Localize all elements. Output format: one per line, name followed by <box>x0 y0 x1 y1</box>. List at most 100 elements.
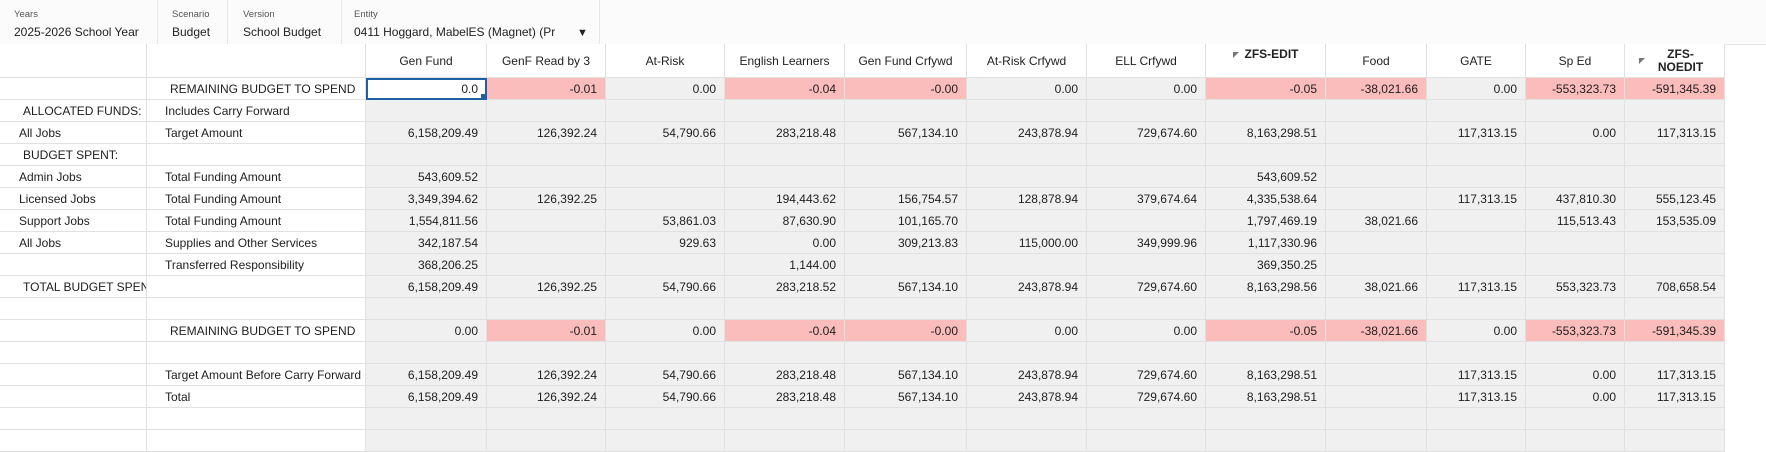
data-cell[interactable]: 283,218.48 <box>725 122 845 144</box>
data-cell[interactable]: 1,144.00 <box>725 254 845 276</box>
data-cell[interactable]: 117,313.15 <box>1427 122 1526 144</box>
data-cell[interactable] <box>366 298 487 320</box>
data-cell[interactable]: 8,163,298.51 <box>1206 386 1326 408</box>
data-cell[interactable]: 6,158,209.49 <box>366 122 487 144</box>
data-cell[interactable] <box>1526 342 1625 364</box>
data-cell[interactable]: 729,674.60 <box>1087 364 1206 386</box>
data-cell[interactable]: 0.00 <box>1526 386 1625 408</box>
data-cell[interactable]: 543,609.52 <box>1206 166 1326 188</box>
data-cell[interactable] <box>845 166 967 188</box>
data-cell[interactable]: -591,345.39 <box>1625 78 1725 100</box>
data-cell[interactable]: 117,313.15 <box>1427 386 1526 408</box>
data-cell[interactable] <box>1087 100 1206 122</box>
data-cell[interactable] <box>725 144 845 166</box>
data-cell[interactable] <box>1087 430 1206 452</box>
data-cell[interactable]: 349,999.96 <box>1087 232 1206 254</box>
data-cell[interactable]: 369,350.25 <box>1206 254 1326 276</box>
data-cell[interactable] <box>1087 408 1206 430</box>
data-cell[interactable] <box>606 188 725 210</box>
data-cell[interactable]: 1,554,811.56 <box>366 210 487 232</box>
data-cell[interactable]: 553,323.73 <box>1526 276 1625 298</box>
column-header[interactable]: At-Risk <box>606 44 725 78</box>
data-cell[interactable] <box>1526 166 1625 188</box>
data-cell[interactable]: 437,810.30 <box>1526 188 1625 210</box>
data-cell[interactable]: 126,392.25 <box>487 188 606 210</box>
data-cell[interactable] <box>1625 166 1725 188</box>
data-cell[interactable] <box>725 408 845 430</box>
data-cell[interactable] <box>1326 408 1427 430</box>
column-header[interactable]: Sp Ed <box>1526 44 1625 78</box>
pov-entity[interactable]: Entity 0411 Hoggard, MabelES (Magnet) (P… <box>341 0 600 44</box>
data-cell[interactable]: -0.00 <box>845 78 967 100</box>
data-cell[interactable] <box>845 298 967 320</box>
data-cell[interactable]: 729,674.60 <box>1087 276 1206 298</box>
data-cell[interactable]: 87,630.90 <box>725 210 845 232</box>
data-cell[interactable]: 117,313.15 <box>1427 276 1526 298</box>
data-cell[interactable] <box>606 298 725 320</box>
data-cell[interactable]: 126,392.24 <box>487 122 606 144</box>
data-cell[interactable] <box>967 100 1087 122</box>
data-cell[interactable] <box>1206 430 1326 452</box>
data-cell[interactable] <box>845 144 967 166</box>
data-cell[interactable]: 8,163,298.51 <box>1206 122 1326 144</box>
data-cell[interactable]: 0.00 <box>1427 320 1526 342</box>
data-cell[interactable] <box>967 166 1087 188</box>
data-cell[interactable] <box>725 100 845 122</box>
data-cell[interactable] <box>606 408 725 430</box>
column-header[interactable]: ZFS-EDIT <box>1206 44 1326 78</box>
data-cell[interactable] <box>1427 408 1526 430</box>
data-cell[interactable]: 0.00 <box>366 320 487 342</box>
data-cell[interactable]: -38,021.66 <box>1326 78 1427 100</box>
data-cell[interactable] <box>606 254 725 276</box>
data-cell[interactable] <box>366 430 487 452</box>
data-cell[interactable]: 283,218.48 <box>725 386 845 408</box>
data-cell[interactable]: -591,345.39 <box>1625 320 1725 342</box>
data-cell[interactable]: 283,218.52 <box>725 276 845 298</box>
data-cell[interactable]: -0.05 <box>1206 78 1326 100</box>
data-cell[interactable] <box>1326 298 1427 320</box>
data-cell[interactable] <box>1326 430 1427 452</box>
data-cell[interactable] <box>1087 210 1206 232</box>
data-cell[interactable]: 0.00 <box>967 320 1087 342</box>
data-cell[interactable] <box>366 100 487 122</box>
data-cell[interactable]: 53,861.03 <box>606 210 725 232</box>
data-cell[interactable] <box>1526 100 1625 122</box>
data-cell[interactable] <box>1526 254 1625 276</box>
data-cell[interactable]: 38,021.66 <box>1326 210 1427 232</box>
data-cell[interactable]: 54,790.66 <box>606 364 725 386</box>
data-cell[interactable]: -38,021.66 <box>1326 320 1427 342</box>
data-cell[interactable]: 243,878.94 <box>967 276 1087 298</box>
data-cell[interactable]: 543,609.52 <box>366 166 487 188</box>
data-cell[interactable] <box>1087 166 1206 188</box>
data-cell[interactable] <box>1526 408 1625 430</box>
data-cell[interactable]: 156,754.57 <box>845 188 967 210</box>
data-cell[interactable] <box>1326 386 1427 408</box>
data-cell[interactable]: 567,134.10 <box>845 364 967 386</box>
pov-scenario-value[interactable]: Budget <box>172 25 211 39</box>
data-cell[interactable] <box>1427 100 1526 122</box>
data-cell[interactable]: 3,349,394.62 <box>366 188 487 210</box>
data-cell[interactable] <box>967 342 1087 364</box>
column-header[interactable]: GATE <box>1427 44 1526 78</box>
data-cell[interactable]: 4,335,538.64 <box>1206 188 1326 210</box>
data-cell[interactable]: 128,878.94 <box>967 188 1087 210</box>
data-cell[interactable]: -0.05 <box>1206 320 1326 342</box>
data-cell[interactable]: -0.01 <box>487 78 606 100</box>
data-cell[interactable] <box>1326 232 1427 254</box>
data-cell[interactable] <box>1326 144 1427 166</box>
data-cell[interactable]: 243,878.94 <box>967 122 1087 144</box>
data-cell[interactable]: 153,535.09 <box>1625 210 1725 232</box>
data-cell[interactable]: 729,674.60 <box>1087 122 1206 144</box>
pov-years[interactable]: Years 2025-2026 School Year <box>0 0 158 44</box>
data-cell[interactable]: 101,165.70 <box>845 210 967 232</box>
data-cell[interactable]: 54,790.66 <box>606 122 725 144</box>
data-cell[interactable]: 0.0 <box>366 78 487 100</box>
data-cell[interactable] <box>967 408 1087 430</box>
data-cell[interactable] <box>1526 430 1625 452</box>
data-cell[interactable] <box>967 144 1087 166</box>
data-cell[interactable]: 555,123.45 <box>1625 188 1725 210</box>
data-cell[interactable]: 283,218.48 <box>725 364 845 386</box>
data-cell[interactable]: -0.04 <box>725 78 845 100</box>
data-cell[interactable]: 0.00 <box>1526 364 1625 386</box>
data-cell[interactable]: -553,323.73 <box>1526 78 1625 100</box>
